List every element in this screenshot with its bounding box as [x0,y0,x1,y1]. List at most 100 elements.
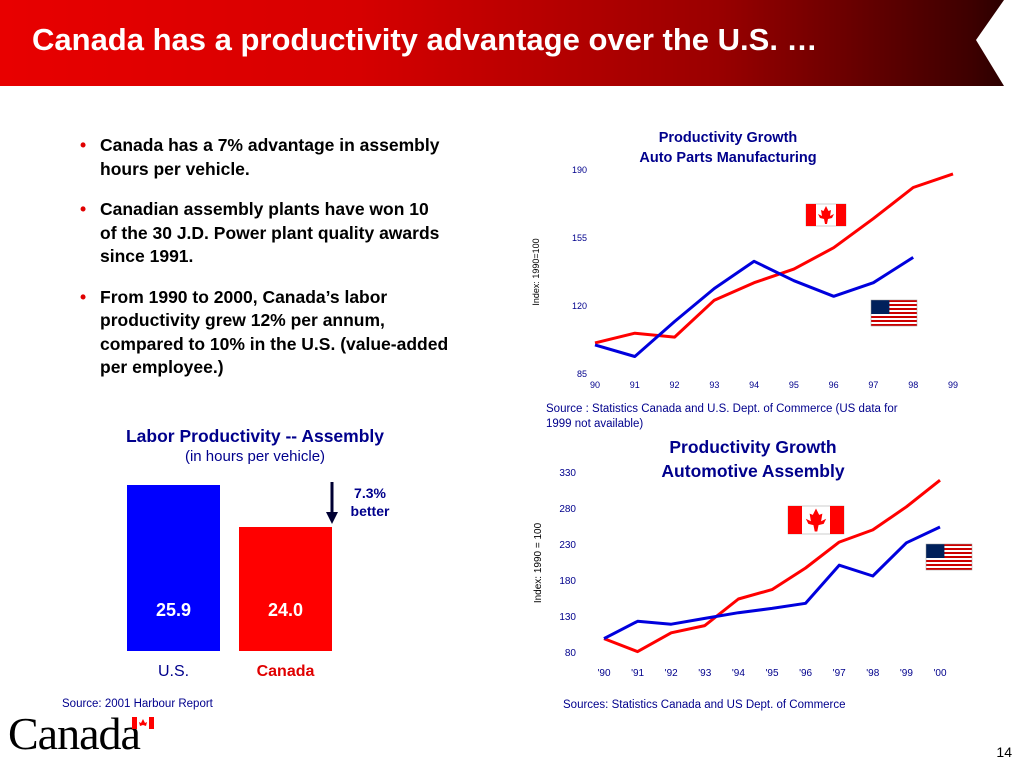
flag-stripe [871,306,917,308]
page-number: 14 [996,744,1012,760]
flag-stripe [871,302,917,304]
flag-stripe [871,300,917,302]
bar-annotation: 7.3% better [340,484,400,520]
canada-wordmark: Canada [8,707,141,760]
x-tick-label: 91 [630,380,640,390]
y-axis-label: Index: 1990 = 100 [533,522,544,603]
flag-stripe [926,562,972,564]
bullet-item: • Canada has a 7% advantage in assembly h… [80,134,450,181]
chart2-source: Sources: Statistics Canada and US Dept. … [563,699,846,711]
flag-stripe [871,312,917,314]
bullet-list: • Canada has a 7% advantage in assembly h… [80,134,450,397]
x-tick-label: '90 [597,668,610,679]
y-tick-label: 155 [572,233,587,243]
flag-band-left [806,204,816,226]
flag-stripe [926,560,972,562]
x-tick-label: '94 [732,668,745,679]
canada-flag-icon [787,505,845,535]
chart1-title-line2: Auto Parts Manufacturing [639,150,817,166]
series-line-usa [603,525,941,640]
flag-border [925,543,973,571]
flag-band-left [788,506,802,534]
bar-chart-title: Labor Productivity -- Assembly [125,426,384,446]
flag-stripe [871,310,917,312]
chart2-title: Productivity Growth Automotive Assembly [608,435,898,483]
flag-stripe [926,548,972,550]
y-tick-label: 85 [577,369,587,379]
bullet-dot-icon: • [80,135,87,155]
series-line-canada [603,479,941,654]
flag-stripe [926,566,972,568]
maple-leaf [805,508,827,532]
annotation-word: better [350,503,390,519]
x-tick-label: '95 [765,668,778,679]
bullet-text: Canada has a 7% advantage in assembly ho… [100,135,440,179]
y-tick-label: 330 [559,468,576,479]
bullet-item: • Canadian assembly plants have won 10 of… [80,198,450,269]
flag-band-right [830,506,844,534]
wordmark-flag-icon [132,717,154,729]
x-tick-label: 94 [749,380,759,390]
header-banner: Canada has a productivity advantage over… [0,0,1024,86]
usa-flag-icon [925,543,973,571]
chart1-source: Source : Statistics Canada and U.S. Dept… [546,403,898,430]
y-tick-label: 180 [559,576,576,587]
x-tick-label: '93 [698,668,711,679]
usa-flag-icon [870,299,918,327]
flag-canton [871,300,890,314]
flag-stripe [871,322,917,324]
x-tick-label: 90 [590,380,600,390]
chart2-title-line1: Productivity Growth [669,437,837,457]
x-tick-label: '92 [665,668,678,679]
x-tick-label: '91 [631,668,644,679]
y-tick-label: 120 [572,301,587,311]
chart2-svg: 330 280 230 180 130 80 '90 '91 '92 '93 '94 '95 '96 '9… [533,468,973,679]
flag-stripe [926,568,972,570]
slide-title: Canada has a productivity advantage over… [32,22,818,57]
flag-stripe [871,314,917,316]
flag-stripe [871,304,917,306]
flag-stripe [926,554,972,556]
y-axis-label: Index: 1990=100 [531,238,541,305]
bullet-item: • From 1990 to 2000, Canada’s labor produ… [80,286,450,380]
flag-stripe [926,552,972,554]
bar-chart-source: Source: 2001 Harbour Report [62,698,213,710]
flag-stripe [926,550,972,552]
flag-canton [926,544,945,558]
canada-flag-icon [805,203,847,227]
y-tick-label: 230 [559,540,576,551]
bar-us: 25.9 [127,485,220,651]
flag-stripe [926,546,972,548]
canada-wordmark-text: Canada [8,708,141,759]
y-tick-label: 80 [565,648,577,659]
x-tick-label: '97 [833,668,846,679]
series-line-canada [594,172,954,345]
y-tick-label: 190 [572,165,587,175]
flag-band-right [836,204,846,226]
x-tick-label: '98 [866,668,879,679]
flag-stripe [871,320,917,322]
bar-canada: 24.0 [239,527,332,651]
flag-stripe [926,564,972,566]
flag-stripe [871,318,917,320]
flag-stripe [871,308,917,310]
flag-border [870,299,918,327]
x-tick-label: 97 [868,380,878,390]
annotation-percent: 7.3% [354,485,386,501]
x-tick-label: 98 [908,380,918,390]
x-tick-label: 93 [709,380,719,390]
x-tick-label: '99 [900,668,913,679]
chart1-title: Productivity Growth Auto Parts Manufactu… [598,128,858,168]
bar-category-label: Canada [256,663,315,680]
flag-stripe [926,556,972,558]
x-tick-label: '96 [799,668,812,679]
bullet-dot-icon: • [80,286,87,307]
flag-stripe [871,324,917,326]
x-tick-label: '00 [933,668,946,679]
bullet-text: From 1990 to 2000, Canada’s labor produc… [100,286,449,378]
header-chevron-icon [976,0,1024,86]
series-line-usa [594,256,915,358]
bar-value-label: 25.9 [155,600,192,620]
bar-chart-subtitle: (in hours per vehicle) [184,448,326,465]
